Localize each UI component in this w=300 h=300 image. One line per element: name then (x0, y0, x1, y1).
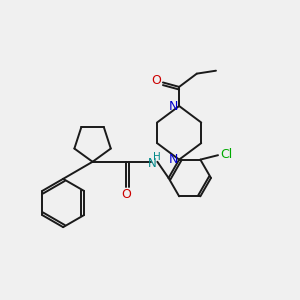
Text: H: H (153, 152, 160, 162)
Text: Cl: Cl (221, 148, 233, 161)
Text: N: N (148, 157, 157, 170)
Text: O: O (152, 74, 161, 87)
Text: O: O (122, 188, 131, 201)
Text: N: N (169, 100, 178, 112)
Text: N: N (169, 152, 178, 166)
